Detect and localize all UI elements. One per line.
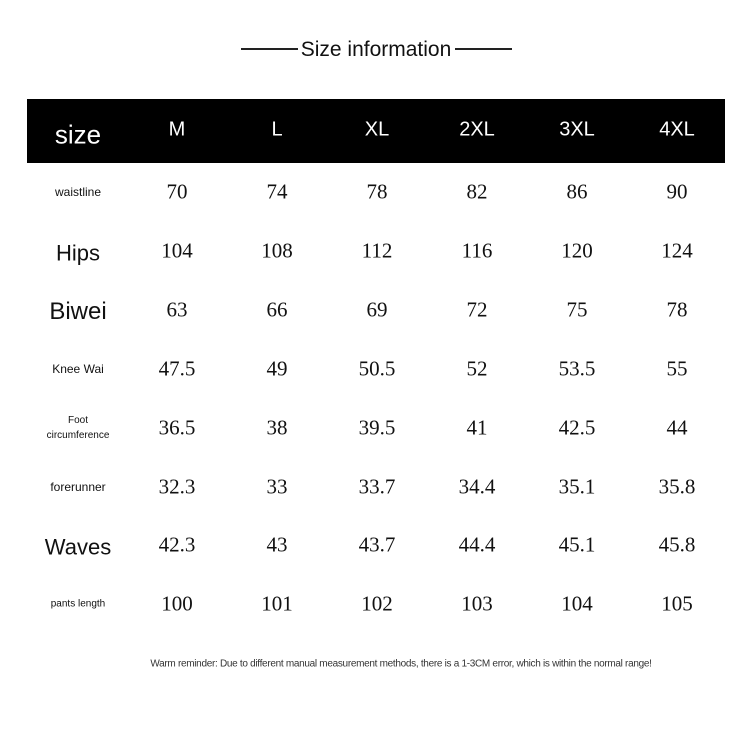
table-cell: 124 [661, 238, 693, 263]
table-cell: 120 [561, 238, 593, 263]
size-header: L [271, 118, 283, 141]
row-label: pants length [50, 598, 106, 610]
table-cell: 53.5 [558, 356, 596, 381]
table-cell: 44.4 [458, 532, 496, 557]
title-rule-left [241, 48, 298, 50]
size-header: 2XL [459, 118, 495, 141]
table-cell: 33.7 [358, 474, 396, 498]
table-cell: 55 [666, 356, 688, 381]
table-cell: 74 [266, 179, 288, 204]
table-cell: 116 [461, 238, 493, 263]
size-header: XL [364, 118, 390, 141]
row-label: Biwei [49, 297, 107, 325]
table-cell: 33 [266, 474, 288, 498]
table-cell: 102 [361, 591, 393, 616]
table-cell: 69 [366, 297, 388, 322]
table-cell: 100 [161, 591, 193, 616]
table-cell: 41 [466, 415, 488, 440]
header-band [27, 99, 725, 163]
table-cell: 108 [261, 238, 293, 263]
size-header: 4XL [659, 118, 695, 141]
size-header: M [168, 118, 186, 141]
table-cell: 82 [466, 179, 488, 204]
row-label: Hips [55, 240, 100, 266]
table-cell: 43.7 [358, 532, 396, 557]
table-cell: 105 [661, 591, 693, 616]
table-cell: 50.5 [358, 356, 396, 381]
table-cell: 101 [261, 591, 293, 616]
header-label: size [54, 119, 102, 150]
table-cell: 42.5 [558, 415, 596, 440]
table-cell: 78 [666, 297, 688, 322]
table-cell: 63 [166, 297, 188, 322]
size-header: 3XL [559, 118, 595, 141]
table-cell: 72 [466, 297, 488, 322]
title-rule-right [455, 48, 512, 50]
table-cell: 86 [566, 179, 588, 204]
table-cell: 90 [666, 179, 688, 204]
table-cell: 35.1 [558, 474, 596, 498]
table-cell: 43 [266, 532, 288, 557]
table-cell: 42.3 [158, 532, 196, 557]
table-cell: 104 [561, 591, 593, 616]
table-cell: 45.8 [658, 532, 696, 557]
row-label: Waves [44, 534, 112, 560]
row-label: Knee Wai [52, 361, 104, 376]
table-cell: 104 [161, 238, 193, 263]
table-cell: 66 [266, 297, 288, 322]
row-label: forerunner [50, 479, 106, 494]
row-label: waistline [54, 185, 102, 199]
table-cell: 52 [466, 356, 488, 381]
table-cell: 45.1 [558, 532, 596, 557]
table-cell: 32.3 [158, 474, 196, 498]
table-cell: 103 [461, 591, 493, 616]
table-cell: 36.5 [158, 415, 196, 440]
table-cell: 78 [366, 179, 388, 204]
table-cell: 34.4 [458, 474, 496, 498]
table-cell: 49 [266, 356, 288, 381]
title: Size information [300, 38, 452, 61]
table-cell: 35.8 [658, 474, 696, 498]
table-cell: 75 [566, 297, 588, 322]
table-cell: 38 [266, 415, 288, 440]
row-label: Foot circumference [46, 414, 110, 441]
table-cell: 44 [666, 415, 688, 440]
reminder: Warm reminder: Due to different manual m… [150, 658, 652, 670]
table-cell: 70 [166, 179, 188, 204]
table-cell: 39.5 [358, 415, 396, 440]
table-cell: 47.5 [158, 356, 196, 381]
table-cell: 112 [361, 238, 393, 263]
